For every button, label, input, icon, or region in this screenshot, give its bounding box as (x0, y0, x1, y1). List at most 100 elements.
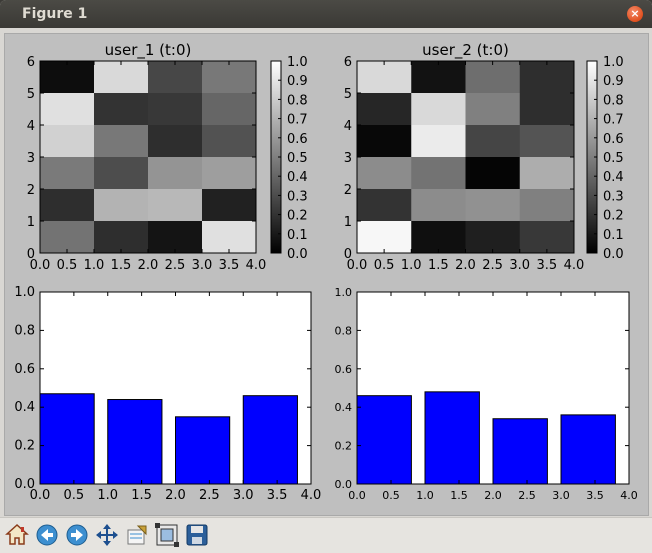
colorbar-tick-label: 0.2 (603, 209, 624, 224)
colorbar-tick-label: 0.0 (603, 247, 624, 262)
heatmap-cell (148, 189, 203, 222)
bar (242, 395, 298, 485)
x-tick-label: 0.0 (347, 258, 368, 273)
heatmap-cell (202, 221, 257, 254)
heatmap-cell (94, 189, 149, 222)
x-tick-label: 3.0 (552, 489, 570, 502)
title-bar: Figure 1 × (0, 0, 652, 28)
navigation-toolbar (0, 517, 652, 553)
colorbar-tick-label: 1.0 (287, 55, 308, 70)
heatmap-cell (465, 125, 521, 158)
x-tick-label: 3.0 (192, 258, 213, 273)
heatmap-cell (94, 61, 149, 94)
x-tick-label: 0.5 (64, 488, 85, 503)
heatmap-title: user_2 (t:0) (422, 41, 509, 60)
y-tick-label: 1.0 (335, 286, 353, 299)
x-tick-label: 2.0 (138, 258, 159, 273)
x-tick-label: 4.0 (301, 488, 322, 503)
home-icon (5, 523, 29, 545)
x-tick-label: 3.5 (586, 489, 604, 502)
heatmap-cell (148, 93, 203, 126)
heatmap-cell (519, 61, 575, 94)
heatmap-cell (465, 221, 521, 254)
x-tick-label: 3.5 (267, 488, 288, 503)
bar (356, 395, 412, 485)
save-icon (186, 524, 208, 546)
close-button[interactable]: × (627, 6, 643, 22)
x-tick-label: 2.5 (482, 258, 503, 273)
bar (175, 416, 231, 485)
heatmap-title: user_1 (t:0) (105, 41, 192, 60)
zoom-rect-button[interactable] (154, 522, 180, 548)
colorbar-tick-label: 0.2 (287, 209, 308, 224)
pan-button[interactable] (94, 522, 120, 548)
heatmap-cell (465, 93, 521, 126)
pan-icon (96, 524, 118, 546)
x-tick-label: 1.5 (428, 258, 449, 273)
y-tick-label: 0 (344, 247, 352, 262)
heatmap-cell (148, 125, 203, 158)
forward-icon (66, 524, 88, 546)
heatmap-cell (411, 157, 466, 190)
heatmap-cell (411, 189, 466, 222)
y-tick-label: 0.4 (14, 400, 35, 415)
colorbar-tick-label: 0.7 (287, 113, 308, 128)
heatmap-cell (202, 157, 257, 190)
heatmap-cell (519, 157, 575, 190)
y-tick-label: 5 (344, 87, 352, 102)
x-tick-label: 1.0 (97, 488, 118, 503)
heatmap-cell (40, 61, 95, 94)
y-tick-label: 6 (344, 55, 352, 70)
heatmap-cell (202, 61, 257, 94)
x-tick-label: 1.0 (84, 258, 105, 273)
forward-button[interactable] (64, 522, 90, 548)
y-tick-label: 4 (27, 119, 35, 134)
x-tick-label: 0.0 (30, 488, 51, 503)
configure-subplots-button[interactable] (124, 522, 150, 548)
figure-canvas[interactable]: user_1 (t:0) 0.0 0.5 1.0 1.5 2.0 2.5 3.0 3.5 4.0 0… (4, 33, 649, 516)
x-tick-label: 1.5 (111, 258, 132, 273)
x-tick-label: 0.0 (30, 258, 51, 273)
y-tick-label: 0.2 (335, 440, 353, 453)
heatmap-cell (411, 93, 466, 126)
y-tick-label: 1 (27, 215, 35, 230)
x-tick-label: 0.5 (382, 489, 400, 502)
x-tick-label: 4.0 (620, 489, 638, 502)
save-button[interactable] (184, 522, 210, 548)
heatmap-cell (94, 125, 149, 158)
colorbar-tick-label: 0.3 (287, 189, 308, 204)
y-tick-label: 1.0 (14, 285, 35, 300)
bar (560, 414, 616, 485)
heatmap-cell (357, 221, 412, 254)
y-tick-label: 2 (27, 183, 35, 198)
x-tick-label: 3.5 (537, 258, 558, 273)
colorbar-tick-label: 1.0 (603, 55, 624, 70)
x-tick-label: 2.0 (484, 489, 502, 502)
zoom-rect-icon (155, 523, 179, 547)
y-tick-label: 0.6 (335, 363, 353, 376)
heatmap-cell (202, 93, 257, 126)
heatmap-cell (40, 221, 95, 254)
colorbar-tick-label: 0.1 (287, 228, 308, 243)
heatmap-cell (411, 221, 466, 254)
x-tick-label: 2.0 (165, 488, 186, 503)
heatmap-cell (148, 61, 203, 94)
heatmap-cell (519, 125, 575, 158)
heatmap-cell (40, 189, 95, 222)
y-tick-label: 0 (27, 247, 35, 262)
heatmap-cell (94, 93, 149, 126)
back-button[interactable] (34, 522, 60, 548)
heatmap-cell (148, 157, 203, 190)
heatmap-cell (357, 61, 412, 94)
x-tick-label: 3.0 (233, 488, 254, 503)
x-tick-label: 3.5 (219, 258, 240, 273)
y-tick-label: 0.8 (335, 324, 353, 337)
heatmap-cell (94, 157, 149, 190)
y-tick-label: 0.8 (14, 323, 35, 338)
heatmap-cell (202, 125, 257, 158)
heatmap-cell (94, 221, 149, 254)
heatmap-cell (40, 157, 95, 190)
home-button[interactable] (4, 522, 30, 548)
x-tick-label: 0.0 (348, 489, 366, 502)
